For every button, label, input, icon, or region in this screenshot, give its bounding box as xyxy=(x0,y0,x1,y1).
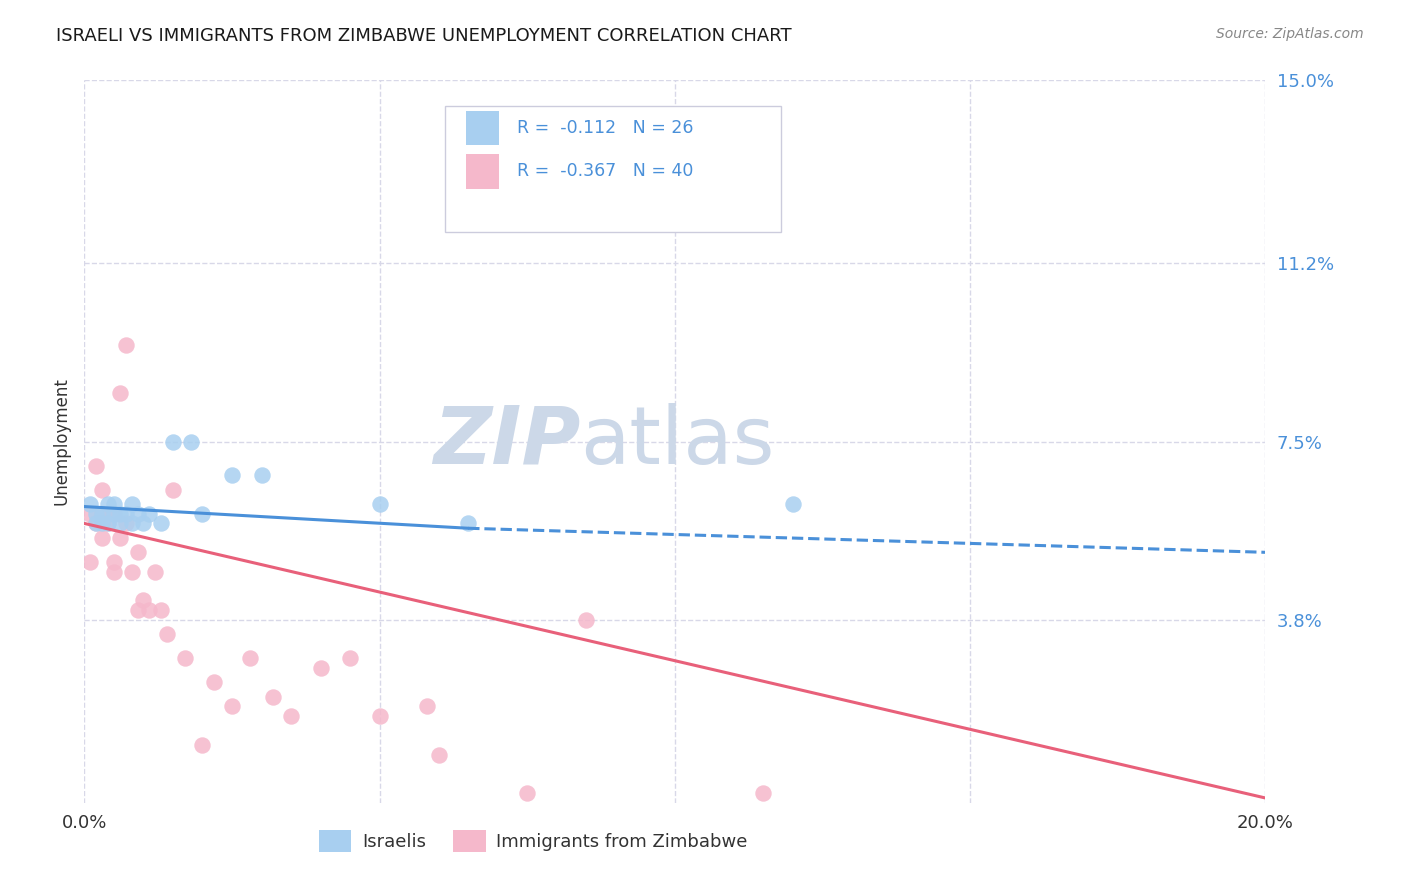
Text: R =  -0.367   N = 40: R = -0.367 N = 40 xyxy=(516,162,693,180)
Point xyxy=(127,545,149,559)
Point xyxy=(91,483,114,497)
Point xyxy=(121,497,143,511)
Point xyxy=(108,531,131,545)
Point xyxy=(156,627,179,641)
Point xyxy=(127,507,149,521)
Point xyxy=(150,603,173,617)
Point xyxy=(339,651,361,665)
Point xyxy=(84,516,107,531)
Text: atlas: atlas xyxy=(581,402,775,481)
Point xyxy=(91,507,114,521)
Point xyxy=(132,593,155,607)
Point xyxy=(457,516,479,531)
Point xyxy=(368,709,391,723)
Point xyxy=(173,651,195,665)
Point xyxy=(79,555,101,569)
Point xyxy=(368,497,391,511)
Point xyxy=(97,497,120,511)
Point xyxy=(250,468,273,483)
Point xyxy=(103,507,125,521)
Point xyxy=(239,651,262,665)
Text: R =  -0.112   N = 26: R = -0.112 N = 26 xyxy=(516,119,693,137)
Point xyxy=(103,555,125,569)
Point xyxy=(150,516,173,531)
Point xyxy=(416,699,439,714)
Point xyxy=(114,338,136,352)
Point xyxy=(191,738,214,752)
Point xyxy=(132,516,155,531)
Point xyxy=(79,497,101,511)
Point xyxy=(97,507,120,521)
Point xyxy=(114,507,136,521)
Text: Source: ZipAtlas.com: Source: ZipAtlas.com xyxy=(1216,27,1364,41)
Point xyxy=(221,699,243,714)
Point xyxy=(138,603,160,617)
Point xyxy=(114,516,136,531)
Point xyxy=(262,690,284,704)
Point xyxy=(108,507,131,521)
Point xyxy=(108,516,131,531)
Point xyxy=(121,516,143,531)
Point xyxy=(575,613,598,627)
Bar xyxy=(465,111,499,145)
Point xyxy=(127,603,149,617)
Point xyxy=(143,565,166,579)
Point xyxy=(516,786,538,800)
Point xyxy=(138,507,160,521)
Legend: Israelis, Immigrants from Zimbabwe: Israelis, Immigrants from Zimbabwe xyxy=(311,822,755,859)
Point xyxy=(91,531,114,545)
Point xyxy=(84,507,107,521)
Text: ISRAELI VS IMMIGRANTS FROM ZIMBABWE UNEMPLOYMENT CORRELATION CHART: ISRAELI VS IMMIGRANTS FROM ZIMBABWE UNEM… xyxy=(56,27,792,45)
Point xyxy=(91,516,114,531)
Text: ZIP: ZIP xyxy=(433,402,581,481)
Point xyxy=(427,747,450,762)
Bar xyxy=(465,154,499,188)
Point xyxy=(84,516,107,531)
FancyBboxPatch shape xyxy=(444,105,782,232)
Point xyxy=(79,507,101,521)
Point xyxy=(162,434,184,449)
Point xyxy=(103,497,125,511)
Point xyxy=(103,565,125,579)
Point xyxy=(84,458,107,473)
Point xyxy=(202,675,225,690)
Point xyxy=(108,386,131,401)
Point xyxy=(280,709,302,723)
Point xyxy=(121,565,143,579)
Point xyxy=(97,516,120,531)
Y-axis label: Unemployment: Unemployment xyxy=(52,377,70,506)
Point xyxy=(309,661,332,675)
Point xyxy=(103,507,125,521)
Point xyxy=(180,434,202,449)
Point xyxy=(782,497,804,511)
Point xyxy=(752,786,775,800)
Point xyxy=(162,483,184,497)
Point xyxy=(91,507,114,521)
Point xyxy=(221,468,243,483)
Point xyxy=(97,516,120,531)
Point xyxy=(191,507,214,521)
